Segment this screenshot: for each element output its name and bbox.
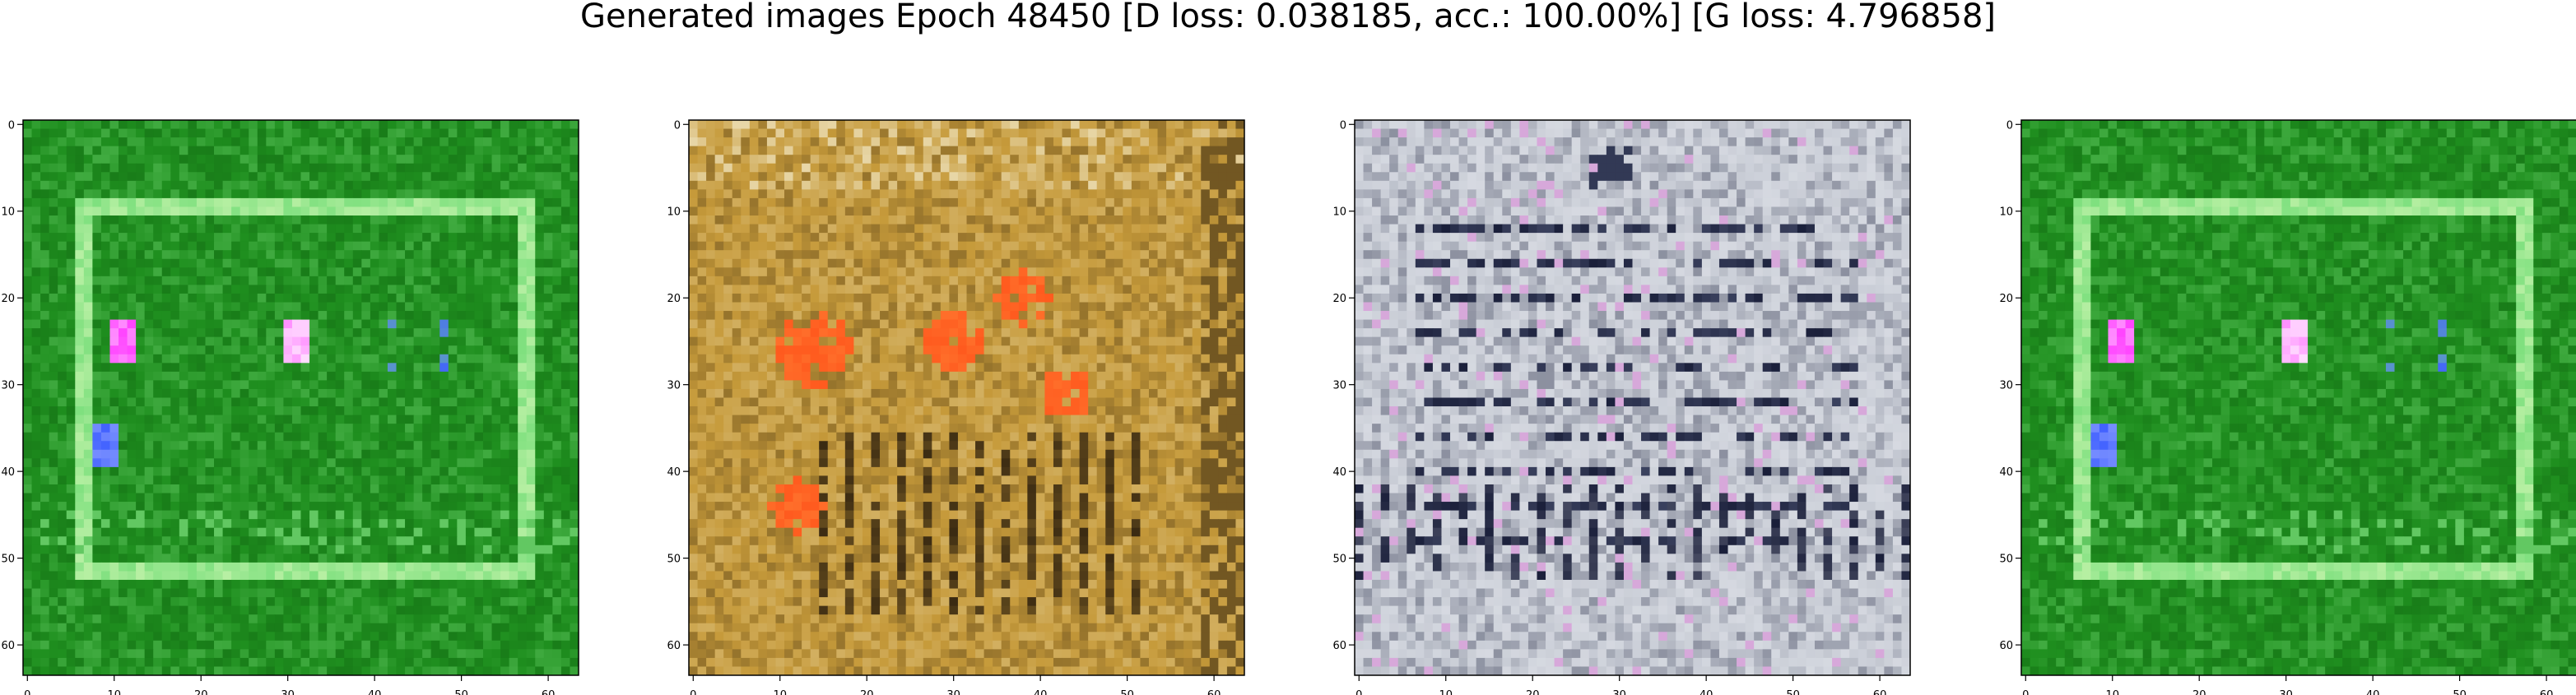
axes-frame [1354, 119, 1911, 676]
image-panel-2: 0 10 20 30 40 50 60 0 10 20 30 40 50 60 [667, 119, 1245, 695]
y-tick-label: 0 [2006, 119, 2013, 132]
y-tick-label: 60 [1332, 640, 1346, 652]
axes-frame [2020, 119, 2576, 676]
x-tick-label: 10 [2105, 689, 2119, 695]
x-tick-label: 50 [1120, 689, 1134, 695]
y-tick-label: 50 [1999, 554, 2013, 566]
y-tick-label: 30 [1, 380, 15, 392]
y-tick-label: 50 [667, 554, 681, 566]
y-tick-label: 60 [1, 640, 15, 652]
x-tick-label: 40 [1034, 689, 1048, 695]
x-tick-label: 50 [454, 689, 468, 695]
axes-frame [22, 119, 579, 676]
y-tick-label: 20 [1, 293, 15, 305]
y-tick-label: 10 [1332, 206, 1346, 219]
x-tick-label: 20 [1526, 689, 1540, 695]
y-tick-label: 40 [1999, 466, 2013, 479]
x-tick-label: 0 [2022, 689, 2029, 695]
y-tick-label: 30 [1999, 380, 2013, 392]
y-tick-label: 0 [1340, 119, 1346, 132]
x-tick-label: 30 [1612, 689, 1626, 695]
x-tick-label: 50 [2453, 689, 2467, 695]
y-tick-label: 20 [667, 293, 681, 305]
x-tick-label: 0 [24, 689, 30, 695]
panels-root: 0102030405060010203040506001020304050600… [1, 119, 2576, 695]
figure-title: Generated images Epoch 48450 [D loss: 0.… [579, 0, 1997, 35]
y-tick-label: 20 [1999, 293, 2013, 305]
y-tick-label: 0 [674, 119, 681, 132]
x-tick-label: 10 [773, 689, 787, 695]
y-tick-label: 50 [1332, 554, 1346, 566]
y-tick-label: 40 [1, 466, 15, 479]
x-tick-label: 20 [2192, 689, 2206, 695]
generated-image [689, 120, 1245, 676]
y-tick-label: 10 [667, 206, 681, 219]
x-tick-label: 40 [1700, 689, 1713, 695]
x-tick-label: 10 [1439, 689, 1453, 695]
y-tick-label: 60 [1999, 640, 2013, 652]
y-tick-label: 60 [667, 640, 681, 652]
y-tick-label: 40 [1332, 466, 1346, 479]
y-tick-label: 50 [1, 554, 15, 566]
x-tick-label: 60 [1207, 689, 1221, 695]
generated-image [1355, 120, 1911, 676]
y-tick-label: 40 [667, 466, 681, 479]
y-tick-label: 10 [1, 206, 15, 219]
y-tick-label: 30 [1332, 380, 1346, 392]
x-tick-label: 40 [2366, 689, 2380, 695]
x-tick-label: 30 [281, 689, 295, 695]
x-tick-label: 20 [860, 689, 874, 695]
x-tick-label: 50 [1786, 689, 1800, 695]
x-tick-label: 30 [946, 689, 960, 695]
x-tick-label: 10 [107, 689, 121, 695]
generated-image [23, 120, 579, 676]
x-tick-label: 60 [2540, 689, 2554, 695]
y-tick-label: 20 [1332, 293, 1346, 305]
x-tick-label: 60 [1873, 689, 1887, 695]
axes-frame [688, 119, 1245, 676]
y-tick-label: 30 [667, 380, 681, 392]
generated-image [2021, 120, 2576, 676]
x-tick-label: 20 [194, 689, 208, 695]
x-tick-label: 60 [542, 689, 556, 695]
x-tick-label: 0 [690, 689, 696, 695]
image-panel-3: 0 10 20 30 40 50 60 0 10 20 30 40 50 60 [1332, 119, 1911, 695]
image-panel-1: 0 10 20 30 40 50 60 0 10 20 30 40 50 60 [1, 119, 579, 695]
y-tick-label: 10 [1999, 206, 2013, 219]
image-panel-4: 0 10 20 30 40 50 60 0 10 20 30 40 50 60 [1999, 119, 2576, 695]
x-tick-label: 40 [368, 689, 382, 695]
x-tick-label: 0 [1355, 689, 1362, 695]
y-tick-label: 0 [8, 119, 15, 132]
x-tick-label: 30 [2279, 689, 2293, 695]
